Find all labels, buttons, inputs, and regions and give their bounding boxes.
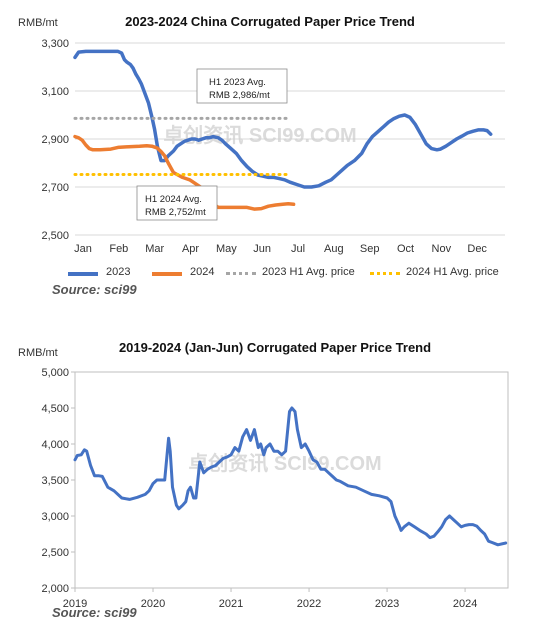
chart2-title: 2019-2024 (Jan-Jun) Corrugated Paper Pri…	[119, 340, 431, 355]
chart1-xtick-label: Apr	[182, 243, 199, 255]
chart1-xtick-label: Jul	[291, 243, 305, 255]
chart2-xtick-label: 2020	[141, 598, 165, 610]
chart2-watermark: 卓创资讯 SCI99.COM	[188, 451, 381, 475]
chart1-ytick-label: 3,300	[41, 38, 69, 50]
chart1-xtick-label: Dec	[467, 243, 487, 255]
chart2-xtick-label: 2021	[219, 598, 243, 610]
chart2-xtick-label: 2022	[297, 598, 321, 610]
chart1-xtick-label: Sep	[360, 243, 380, 255]
chart1-xtick-label: Jan	[74, 243, 92, 255]
chart1-annotation-text: H1 2024 Avg.	[145, 194, 202, 205]
chart2-ytick-label: 2,000	[41, 583, 69, 595]
chart2-xtick-label: 2024	[453, 598, 477, 610]
chart1-series-1	[73, 134, 296, 211]
chart1-ytick-label: 2,700	[41, 182, 69, 194]
chart2-ytick-label: 4,500	[41, 403, 69, 415]
chart2-xtick-label: 2019	[63, 598, 87, 610]
source-note-bottom: Source: sci99	[52, 605, 137, 620]
chart2-frame	[74, 371, 509, 589]
chart1-ytick-label: 2,500	[41, 230, 69, 242]
chart2-y-unit: RMB/mt	[18, 347, 58, 359]
chart2-ytick-label: 5,000	[41, 367, 69, 379]
chart1-xtick-label: Jun	[253, 243, 271, 255]
legend-swatch-2024-avg	[370, 272, 400, 275]
chart1-watermark: 卓创资讯 SCI99.COM	[163, 123, 356, 147]
chart2-series-0	[73, 406, 508, 547]
chart1-annotation-text: RMB 2,986/mt	[209, 90, 270, 101]
chart2-ytick-label: 4,000	[41, 439, 69, 451]
chart2-ytick-label: 2,500	[41, 547, 69, 559]
chart1-annotation-text: RMB 2,752/mt	[145, 207, 206, 218]
chart1-series-0	[73, 49, 493, 189]
source-note-top: Source: sci99	[52, 282, 137, 297]
chart1-xtick-label: Oct	[397, 243, 414, 255]
chart1-ytick-label: 2,900	[41, 134, 69, 146]
legend-swatch-2023	[68, 272, 98, 276]
legend-label-2024-avg: 2024 H1 Avg. price	[406, 266, 499, 278]
legend-swatch-2023-avg	[226, 272, 256, 275]
chart1-xtick-label: May	[216, 243, 237, 255]
legend-label-2023: 2023	[106, 266, 131, 278]
chart1-xtick-label: Mar	[145, 243, 164, 255]
legend-swatch-2024	[152, 272, 182, 276]
chart1-annotation-box	[136, 185, 218, 221]
legend-label-2023-avg: 2023 H1 Avg. price	[262, 266, 355, 278]
legend: 2023 2024 2023 H1 Avg. price 2024 H1 Avg…	[68, 266, 528, 282]
chart1-ytick-label: 3,100	[41, 86, 69, 98]
chart1-xtick-label: Aug	[324, 243, 344, 255]
chart2-ytick-label: 3,000	[41, 511, 69, 523]
chart2-ytick-label: 3,500	[41, 475, 69, 487]
chart1-annotation-text: H1 2023 Avg.	[209, 77, 266, 88]
chart1-y-unit: RMB/mt	[18, 17, 58, 29]
chart1-xtick-label: Nov	[432, 243, 452, 255]
chart1-title: 2023-2024 China Corrugated Paper Price T…	[125, 14, 415, 29]
chart1-xtick-label: Feb	[109, 243, 128, 255]
legend-label-2024: 2024	[190, 266, 215, 278]
chart1-annotation-box	[196, 68, 288, 104]
chart2-xtick-label: 2023	[375, 598, 399, 610]
